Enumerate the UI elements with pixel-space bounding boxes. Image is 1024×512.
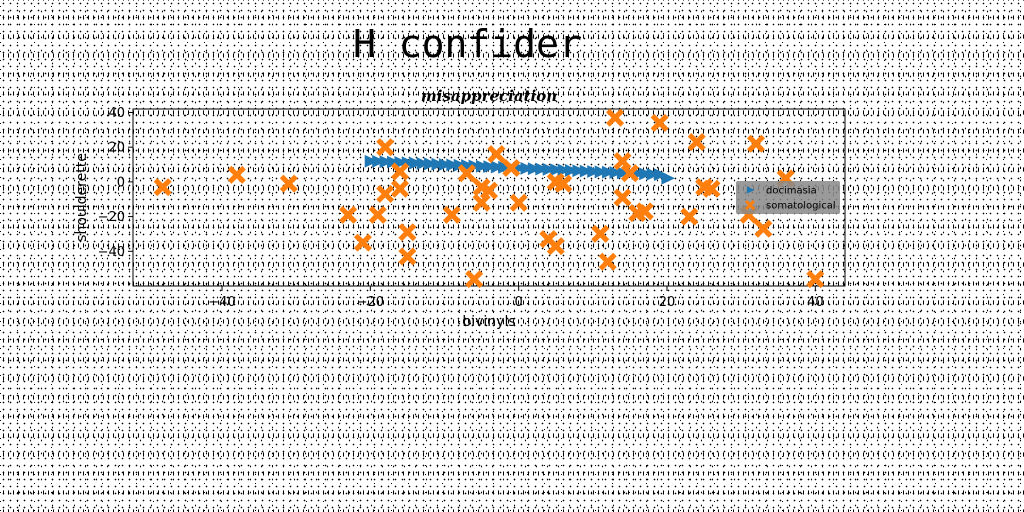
somatological-point xyxy=(457,164,476,183)
somatological-point xyxy=(806,270,825,289)
docimasia-point xyxy=(498,160,512,174)
docimasia-point xyxy=(653,168,668,181)
somatological-point xyxy=(613,188,632,207)
y-tick-label: −40 xyxy=(98,245,125,260)
somatological-point xyxy=(376,185,395,203)
somatological-point xyxy=(747,134,765,153)
docimasia-point xyxy=(661,171,675,185)
docimasia-point xyxy=(446,158,460,172)
somatological-point xyxy=(391,162,409,181)
docimasia-point xyxy=(386,155,401,169)
y-axis: −40 −20 0 20 40 xyxy=(98,106,133,260)
docimasia-point xyxy=(490,160,505,174)
plot-frame xyxy=(132,108,846,287)
docimasia-point xyxy=(572,164,586,178)
somatological-point xyxy=(754,219,773,238)
somatological-point xyxy=(591,224,610,243)
x-tick-label: −20 xyxy=(357,295,384,310)
y-tick-label: 40 xyxy=(108,106,125,121)
somatological-point xyxy=(509,193,528,212)
docimasia-point xyxy=(616,166,631,180)
legend-marker-docimasia xyxy=(746,186,755,194)
docimasia-point xyxy=(609,166,624,179)
somatological-point xyxy=(398,247,417,266)
x-tick-label: 40 xyxy=(807,295,824,310)
somatological-point xyxy=(442,205,461,224)
docimasia-point xyxy=(424,157,438,171)
docimasia-point xyxy=(394,156,408,169)
series-layer xyxy=(153,108,825,289)
docimasia-point xyxy=(602,165,616,179)
docimasia-point xyxy=(646,167,661,181)
docimasia-point xyxy=(564,164,579,177)
chart-title: misappreciation xyxy=(421,87,557,105)
somatological-point xyxy=(398,223,417,242)
somatological-point xyxy=(227,165,246,184)
docimasia-point xyxy=(438,158,453,171)
docimasia-point xyxy=(379,155,394,169)
somatological-point xyxy=(598,252,617,271)
somatological-point xyxy=(487,145,506,164)
somatological-point xyxy=(391,179,409,198)
x-tick-label: 20 xyxy=(659,295,676,310)
docimasia-point xyxy=(416,157,431,170)
somatological-point xyxy=(465,270,484,289)
docimasia-point xyxy=(483,160,497,174)
docimasia-point xyxy=(535,162,549,176)
docimasia-point xyxy=(579,164,594,178)
somatological-point xyxy=(480,181,498,200)
y-tick-label: 20 xyxy=(108,141,125,156)
docimasia-point xyxy=(587,165,601,178)
docimasia-point xyxy=(364,154,379,168)
somatological-point xyxy=(680,207,699,226)
legend: docimasia somatological xyxy=(736,181,840,214)
somatological-point xyxy=(279,174,298,193)
somatological-point xyxy=(153,178,172,197)
y-tick-label: −20 xyxy=(98,210,125,225)
x-axis-label: bivinyls xyxy=(462,314,515,330)
somatological-point xyxy=(702,179,721,198)
docimasia-point xyxy=(639,167,653,181)
legend-label-docimasia: docimasia xyxy=(766,186,817,197)
x-axis: −40 −20 0 20 40 xyxy=(208,286,824,310)
docimasia-point xyxy=(550,163,564,177)
somatological-point xyxy=(606,108,625,127)
somatological-point xyxy=(635,202,654,221)
docimasia-point xyxy=(520,161,535,175)
legend-box xyxy=(736,181,840,214)
somatological-point xyxy=(368,205,387,224)
y-tick-label: 0 xyxy=(117,175,125,190)
somatological-point xyxy=(546,237,565,256)
series-docimasia xyxy=(364,154,675,185)
page-title: H confider xyxy=(353,22,582,66)
docimasia-point xyxy=(527,162,542,176)
somatological-point xyxy=(620,164,639,183)
docimasia-point xyxy=(475,159,490,173)
somatological-point xyxy=(613,152,632,171)
somatological-point xyxy=(554,174,573,193)
somatological-point xyxy=(339,205,358,224)
somatological-point xyxy=(687,133,706,151)
legend-label-somatological: somatological xyxy=(766,201,836,212)
somatological-point xyxy=(472,193,491,212)
series-somatological xyxy=(153,108,825,289)
y-axis-label: shoulderette xyxy=(74,153,90,242)
legend-marker-somatological xyxy=(745,200,755,210)
x-tick-label: 0 xyxy=(515,295,523,310)
docimasia-point xyxy=(542,162,557,176)
somatological-point xyxy=(502,159,521,177)
docimasia-point xyxy=(409,156,423,170)
docimasia-point xyxy=(431,157,446,171)
somatological-point xyxy=(353,233,372,252)
docimasia-point xyxy=(372,155,386,168)
docimasia-point xyxy=(594,165,609,179)
x-tick-label: −40 xyxy=(208,295,235,310)
somatological-point xyxy=(650,113,669,132)
somatological-point xyxy=(376,138,395,157)
